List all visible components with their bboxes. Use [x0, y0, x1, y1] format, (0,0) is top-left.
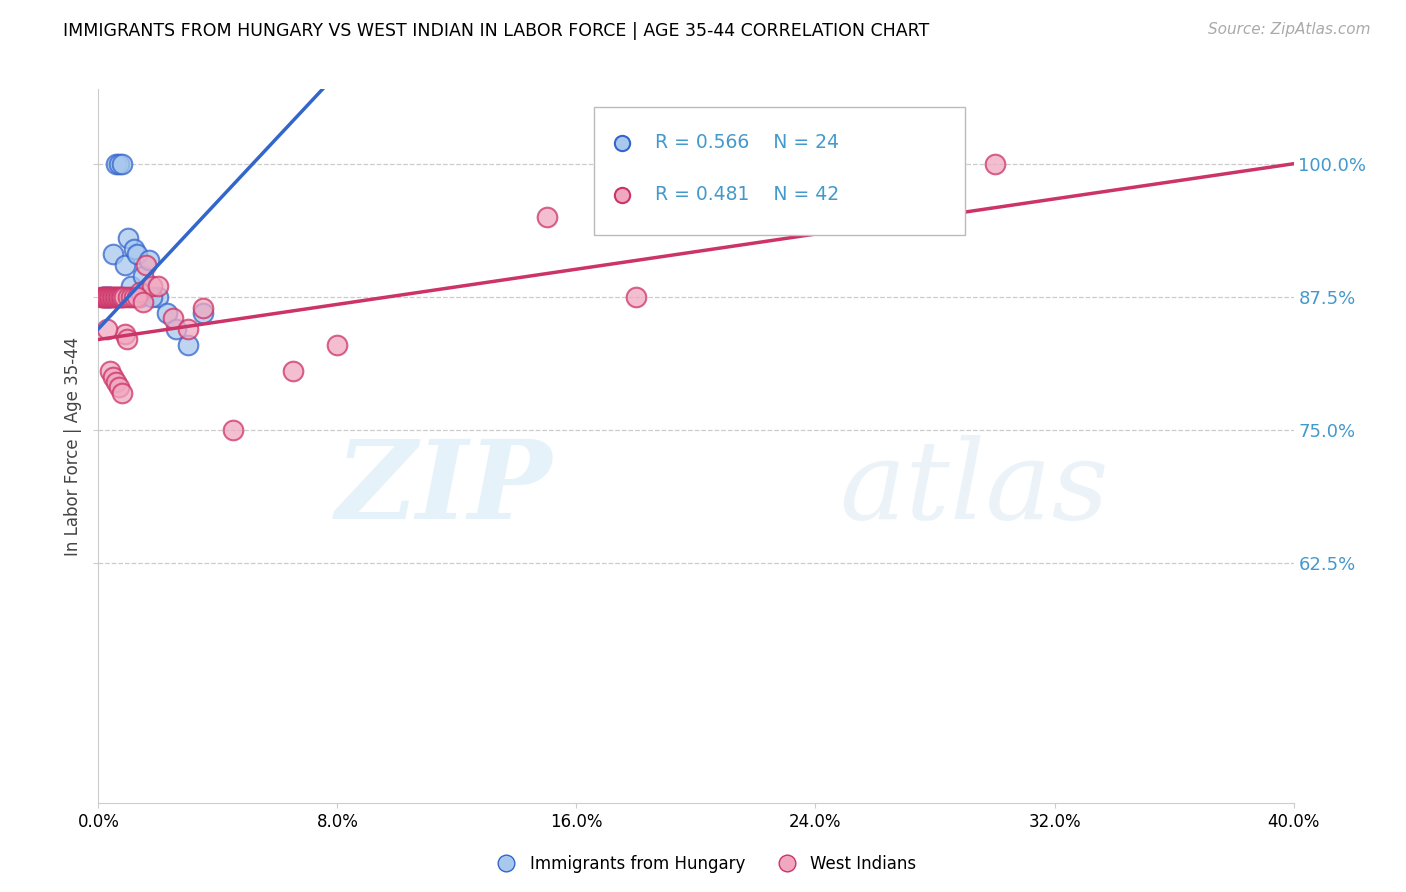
Point	[94, 290, 117, 304]
Point	[177, 338, 200, 352]
Point	[135, 258, 157, 272]
Point	[191, 306, 214, 320]
Point	[156, 306, 179, 320]
Legend: Immigrants from Hungary, West Indians: Immigrants from Hungary, West Indians	[484, 848, 922, 880]
Point	[124, 242, 146, 256]
Point	[107, 290, 129, 304]
Point	[222, 423, 245, 437]
Point	[114, 327, 136, 342]
Point	[138, 252, 160, 267]
Point	[148, 279, 170, 293]
Point	[120, 290, 142, 304]
Point	[100, 364, 122, 378]
Point	[984, 157, 1007, 171]
Text: atlas: atlas	[839, 435, 1109, 542]
Point	[132, 295, 155, 310]
Point	[93, 290, 115, 304]
Point	[111, 290, 134, 304]
Point	[108, 380, 131, 394]
Point	[93, 290, 115, 304]
Point	[91, 290, 114, 304]
Point	[108, 157, 131, 171]
Point	[91, 290, 114, 304]
Point	[117, 290, 139, 304]
Point	[127, 290, 149, 304]
Text: IMMIGRANTS FROM HUNGARY VS WEST INDIAN IN LABOR FORCE | AGE 35-44 CORRELATION CH: IMMIGRANTS FROM HUNGARY VS WEST INDIAN I…	[63, 22, 929, 40]
Point	[97, 290, 120, 304]
Point	[120, 279, 142, 293]
Point	[114, 258, 136, 272]
Point	[100, 290, 122, 304]
Point	[96, 322, 118, 336]
Point	[115, 333, 138, 347]
Point	[536, 210, 558, 224]
Point	[111, 385, 134, 400]
Point	[129, 290, 152, 304]
Point	[148, 290, 170, 304]
Point	[105, 290, 128, 304]
Point	[94, 290, 117, 304]
Point	[103, 290, 125, 304]
Y-axis label: In Labor Force | Age 35-44: In Labor Force | Age 35-44	[65, 336, 83, 556]
Point	[103, 247, 125, 261]
Text: ZIP: ZIP	[336, 435, 553, 542]
Point	[90, 290, 112, 304]
Point	[281, 364, 304, 378]
Point	[112, 290, 135, 304]
Point	[104, 290, 127, 304]
Point	[100, 290, 122, 304]
Point	[96, 290, 118, 304]
Point	[127, 247, 149, 261]
Point	[110, 290, 132, 304]
Text: R = 0.566    N = 24: R = 0.566 N = 24	[655, 133, 839, 153]
Point	[177, 322, 200, 336]
Point	[124, 290, 146, 304]
Point	[162, 311, 184, 326]
Point	[165, 322, 187, 336]
Point	[132, 268, 155, 283]
Point	[108, 290, 131, 304]
Point	[129, 285, 152, 299]
Point	[103, 369, 125, 384]
Point	[96, 290, 118, 304]
Point	[141, 290, 163, 304]
Point	[101, 290, 124, 304]
Point	[141, 279, 163, 293]
Point	[626, 290, 648, 304]
Point	[117, 231, 139, 245]
Point	[97, 290, 120, 304]
Point	[105, 157, 128, 171]
Point	[326, 338, 349, 352]
Point	[105, 375, 128, 389]
Point	[111, 157, 134, 171]
Text: R = 0.481    N = 42: R = 0.481 N = 42	[655, 186, 839, 204]
FancyBboxPatch shape	[595, 107, 965, 235]
Text: Source: ZipAtlas.com: Source: ZipAtlas.com	[1208, 22, 1371, 37]
Point	[191, 301, 214, 315]
